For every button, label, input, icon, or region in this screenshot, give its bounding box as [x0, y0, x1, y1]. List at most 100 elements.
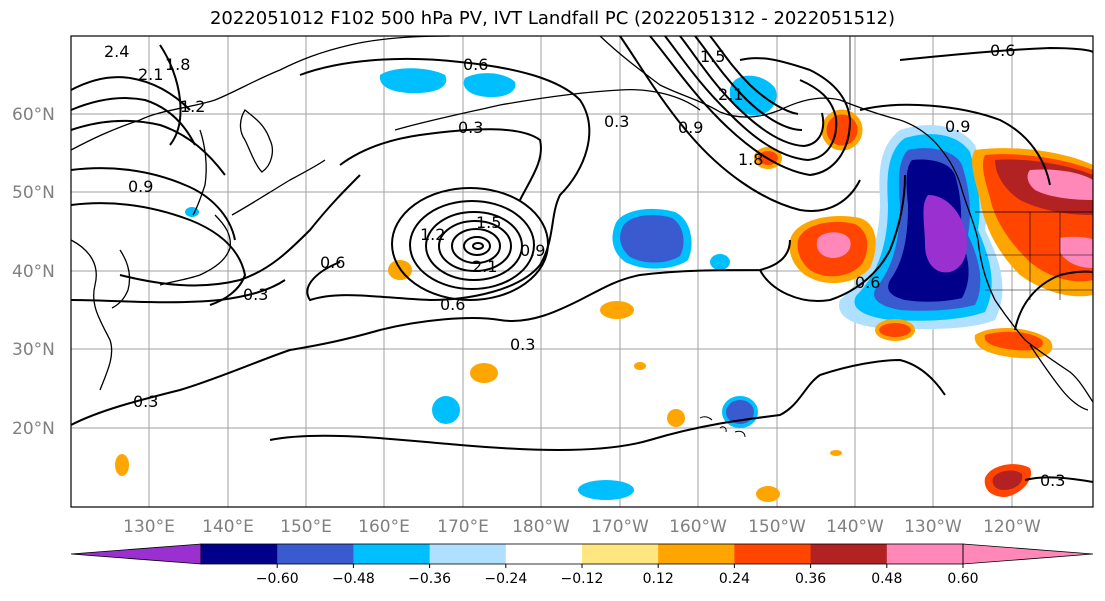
lat-label-50n: 50°N — [12, 183, 55, 203]
pv-contour-0.3-main — [70, 239, 791, 426]
lon-label-140e: 140°E — [202, 517, 254, 537]
colorbar-segment — [886, 544, 964, 564]
contour-label-7: 0.6 — [463, 55, 488, 74]
colorbar-tick-label: 0.60 — [947, 571, 978, 587]
pos-spot-7 — [634, 362, 646, 370]
lat-label-60n: 60°N — [12, 105, 55, 125]
colorbar-tick-label: −0.12 — [561, 571, 604, 587]
pos-region-interior-pink2 — [1060, 236, 1093, 268]
colorbar-tick-label: −0.48 — [332, 571, 375, 587]
pos-spot-8 — [830, 450, 842, 456]
pos-blob-offshore-small — [875, 319, 915, 341]
pv-contour-nw-4 — [70, 167, 236, 241]
pos-blob-south-inner — [992, 470, 1023, 490]
pv-contour-nw-3 — [70, 119, 226, 176]
colorbar-tick-label: 0.24 — [719, 571, 750, 587]
map-border — [70, 35, 1094, 508]
contour-label-21: 0.9 — [945, 117, 970, 136]
colorbar: −0.60 −0.48 −0.36 −0.24 −0.12 0.12 0.24 0.36 0.4… — [70, 543, 1094, 587]
neg-blob-alaska — [729, 75, 777, 116]
colorbar-segment — [810, 544, 888, 564]
coast-hawaii — [699, 416, 746, 438]
pv-trough-5 — [709, 35, 799, 115]
colorbar-segment — [658, 544, 735, 564]
contour-label-12: 2.1 — [472, 257, 497, 276]
pv-trough-4 — [694, 35, 803, 131]
coast-sakhalin — [192, 129, 207, 216]
coast-china — [70, 239, 113, 391]
neg-blob-bering-west — [379, 68, 447, 94]
pv-low-ring-6 — [463, 236, 491, 256]
colorbar-tick-label: 0.48 — [871, 571, 902, 587]
colorbar-segment — [734, 544, 812, 564]
lat-label-20n: 20°N — [12, 419, 55, 439]
pv-trough-3 — [679, 35, 825, 148]
contour-label-15: 0.3 — [510, 335, 535, 354]
contour-label-16: 0.3 — [133, 392, 158, 411]
map-title: 2022051012 F102 500 hPa PV, IVT Landfall… — [209, 8, 896, 29]
contour-label-4: 1.2 — [180, 97, 205, 116]
ivt-shading — [115, 68, 1093, 502]
coast-alaska — [599, 35, 901, 121]
pv-contour-0.9-west — [119, 174, 361, 287]
contour-label-25: 0.3 — [1040, 471, 1065, 490]
contour-label-14: 0.6 — [320, 253, 345, 272]
lon-label-130e: 130°E — [123, 517, 175, 537]
colorbar-segment — [201, 544, 278, 564]
lon-label-120w: 120°W — [983, 517, 1041, 537]
pv-low-ring-7 — [472, 242, 484, 250]
pv-contour-0.6-ne — [899, 46, 1094, 61]
pv-trough-1 — [649, 35, 852, 177]
pv-contour-0.9-east — [859, 103, 1051, 186]
contour-label-3: 1.8 — [165, 55, 190, 74]
pos-blob-socal-inner — [984, 331, 1043, 351]
lon-label-150e: 150°E — [280, 517, 332, 537]
contour-label-22: 0.6 — [990, 41, 1015, 60]
neg-region-coast-purple — [923, 195, 967, 273]
pos-blob-gulf-alaska — [821, 109, 863, 151]
contour-label-9: 1.2 — [420, 225, 445, 244]
lon-labels: 130°E 140°E 150°E 160°E 170°E 180°W 170°… — [123, 517, 1041, 537]
colorbar-arrow-left — [70, 543, 202, 565]
coast-kuril — [231, 159, 326, 216]
lon-label-130w: 130°W — [904, 517, 962, 537]
pv-contour-nw-1 — [70, 76, 191, 111]
contour-label-5: 0.9 — [128, 177, 153, 196]
contour-label-8: 0.3 — [458, 118, 483, 137]
lon-label-170w: 170°W — [591, 517, 649, 537]
pos-spot-2 — [470, 363, 498, 383]
pv-contour-0.3-west — [339, 128, 542, 201]
contour-label-13: 0.6 — [440, 295, 465, 314]
pv-contour-0.3-south — [269, 358, 946, 451]
colorbar-tick-label: −0.60 — [256, 571, 299, 587]
contour-label-23: 0.6 — [855, 273, 880, 292]
pv-contours — [70, 35, 1094, 483]
lon-label-160w: 160°W — [669, 517, 727, 537]
coast-bc — [899, 119, 979, 241]
lon-label-160e: 160°E — [358, 517, 410, 537]
neg-spot-central — [432, 396, 460, 424]
pos-spot-6 — [115, 454, 129, 476]
lon-label-180w: 180°W — [512, 517, 570, 537]
coast-kamchatka — [239, 109, 273, 173]
lat-labels: 60°N 50°N 40°N 30°N 20°N — [12, 105, 55, 439]
pv-trough-2 — [664, 35, 838, 162]
border-states — [985, 212, 1093, 300]
pv-contour-0.6-east — [759, 174, 906, 302]
coastlines — [70, 35, 1094, 438]
contour-label-24: 0.9 — [678, 118, 703, 137]
lon-label-140w: 140°W — [826, 517, 884, 537]
neg-blob-bering-east — [463, 73, 516, 98]
pv-contour-0.6-pacific — [299, 57, 591, 302]
colorbar-tick-label: −0.24 — [484, 571, 527, 587]
colorbar-tick-label: 0.36 — [795, 571, 826, 587]
pv-contour-0.3-far-se — [1024, 476, 1094, 483]
pos-spot-1 — [600, 301, 634, 319]
colorbar-tick-label: 0.12 — [643, 571, 674, 587]
pos-region-interior-pink — [1027, 169, 1093, 200]
coast-korea — [111, 249, 131, 309]
pv-contour-0.3-se — [1014, 270, 1094, 331]
contour-label-17: 0.3 — [604, 112, 629, 131]
pv-trough-6 — [619, 35, 861, 212]
